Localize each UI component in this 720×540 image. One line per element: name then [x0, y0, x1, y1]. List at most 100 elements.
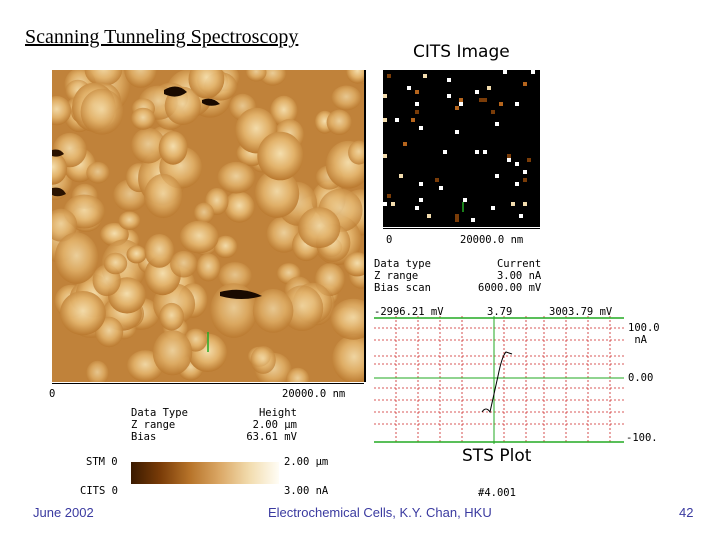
- footer-date: June 2002: [33, 505, 94, 520]
- cits-pixel: [475, 90, 479, 94]
- cits-pixel: [411, 118, 415, 122]
- cits-pixel: [415, 102, 419, 106]
- grain: [126, 245, 147, 264]
- cits-pixel: [459, 98, 463, 102]
- cits-pixel: [455, 106, 459, 110]
- sts-y-mid-label: 0.00: [628, 372, 654, 384]
- cits-pixel: [383, 118, 387, 122]
- cits-pixel: [407, 86, 411, 90]
- colorbar-stm-label: STM 0: [86, 456, 118, 468]
- cits-pixel: [483, 150, 487, 154]
- cits-info-labels: Data type Z range Bias scan: [374, 258, 431, 294]
- grain: [86, 161, 110, 184]
- cits-pixel: [447, 94, 451, 98]
- cits-pixel: [531, 70, 535, 74]
- cits-pixel: [495, 174, 499, 178]
- cits-x-axis: [383, 228, 540, 229]
- void-mark: [52, 187, 66, 197]
- grain: [152, 330, 193, 376]
- cits-pixel: [523, 202, 527, 206]
- void-mark: [202, 98, 220, 106]
- stm-info-labels: Data Type Z range Bias: [131, 407, 188, 443]
- grain: [131, 107, 156, 130]
- cits-pixel: [483, 98, 487, 102]
- cits-pixel: [523, 82, 527, 86]
- void-mark: [164, 86, 187, 97]
- stm-info-values: Height 2.00 µm 63.61 mV: [246, 407, 297, 443]
- grain: [188, 70, 225, 99]
- cits-pixel: [423, 74, 427, 78]
- sts-curve: [481, 351, 513, 414]
- sts-y-top-label: 100.0 nA: [628, 322, 660, 346]
- grain: [332, 335, 364, 382]
- grain: [144, 173, 183, 219]
- grain: [298, 207, 341, 249]
- cits-pixel: [383, 202, 387, 206]
- sts-x-right-label: 3003.79 mV: [549, 306, 613, 318]
- grain: [245, 70, 267, 82]
- void-mark: [220, 289, 262, 299]
- stm-x-axis: [52, 383, 364, 384]
- grain: [103, 252, 128, 275]
- cits-pixel: [479, 98, 483, 102]
- grain: [331, 85, 362, 111]
- cits-pixel: [455, 130, 459, 134]
- cits-pixel: [527, 158, 531, 162]
- grain: [330, 298, 364, 340]
- footer-caption: Electrochemical Cells, K.Y. Chan, HKU: [268, 505, 492, 520]
- cits-pixel: [415, 110, 419, 114]
- cits-image-title: CITS Image: [413, 42, 510, 62]
- grain: [343, 252, 364, 277]
- cits-pixel: [415, 206, 419, 210]
- cits-pixel: [519, 214, 523, 218]
- grain: [250, 346, 276, 374]
- cits-pixel: [419, 182, 423, 186]
- grain: [80, 88, 124, 135]
- cits-pixel: [523, 170, 527, 174]
- grain: [346, 70, 364, 84]
- grain: [179, 220, 219, 254]
- cits-pixel: [463, 198, 467, 202]
- cits-pixel: [495, 122, 499, 126]
- cits-pixel: [515, 182, 519, 186]
- cits-pixel: [419, 126, 423, 130]
- cits-pixel: [403, 142, 407, 146]
- cits-pixel: [511, 202, 515, 206]
- grain: [196, 253, 221, 282]
- grain: [257, 131, 304, 181]
- grain: [213, 235, 238, 259]
- cits-pixel: [415, 90, 419, 94]
- grain: [348, 140, 364, 165]
- cits-pixel: [435, 178, 439, 182]
- colorbar-stm-value: 2.00 µm: [284, 456, 329, 468]
- cits-pixel: [395, 118, 399, 122]
- grain: [84, 70, 123, 86]
- grain: [286, 367, 310, 382]
- grain: [144, 234, 175, 268]
- grain: [52, 152, 67, 185]
- sts-plot-area: [374, 316, 624, 444]
- sts-footnote: #4.001: [478, 487, 516, 499]
- grain: [60, 291, 106, 336]
- slide-title: Scanning Tunneling Spectroscopy: [25, 26, 299, 48]
- cits-pixel: [399, 174, 403, 178]
- stm-axis-start: 0: [49, 388, 56, 400]
- cits-pixel: [499, 102, 503, 106]
- sts-plot-title: STS Plot: [462, 446, 532, 466]
- void-mark: [52, 149, 64, 157]
- cits-pixel: [507, 158, 511, 162]
- cits-pixel: [427, 214, 431, 218]
- page-number: 42: [679, 505, 694, 520]
- grain: [218, 262, 252, 291]
- cits-pixel: [507, 154, 511, 158]
- cits-pixel: [515, 162, 519, 166]
- grain: [54, 232, 99, 284]
- cits-pixel: [487, 86, 491, 90]
- sts-y-bottom-label: -100.: [626, 432, 658, 444]
- cits-pixel: [443, 150, 447, 154]
- cits-pixel: [387, 194, 391, 198]
- stm-axis-end: 20000.0 nm: [282, 388, 346, 400]
- grain: [158, 131, 188, 165]
- stm-topography-image: [52, 70, 366, 382]
- cits-pixel: [383, 94, 387, 98]
